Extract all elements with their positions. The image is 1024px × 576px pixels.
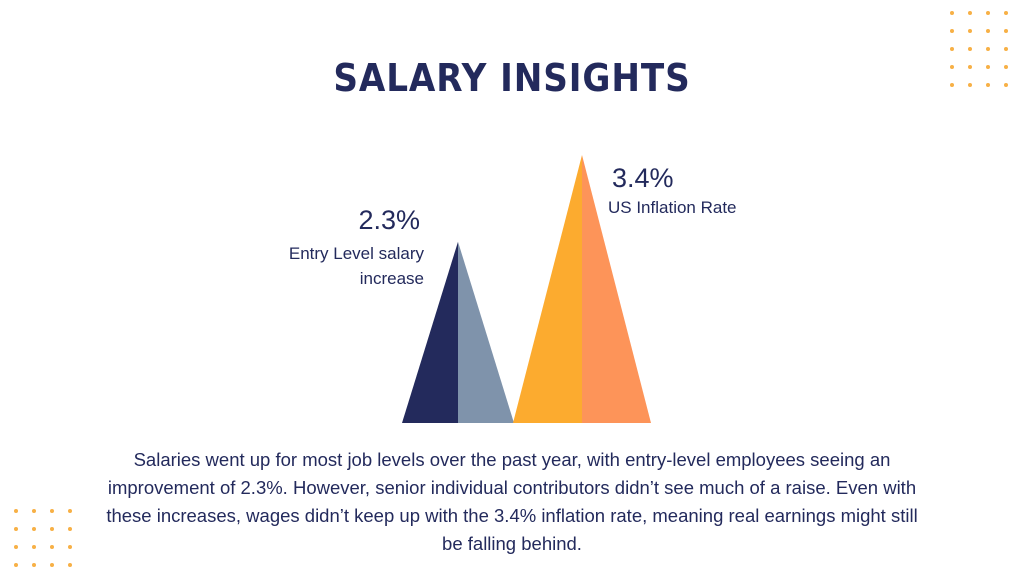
decorative-dot — [68, 563, 72, 567]
triangle-mark-right-half — [458, 241, 514, 423]
decorative-dot — [1004, 47, 1008, 51]
decorative-dot — [968, 29, 972, 33]
decorative-dot — [50, 563, 54, 567]
entry-level-category-label: Entry Level salary increase — [288, 244, 424, 288]
decorative-dot — [950, 65, 954, 69]
page-title: SALARY INSIGHTS — [333, 56, 691, 100]
triangle-mark-right-half — [582, 155, 651, 423]
decorative-dot — [1004, 65, 1008, 69]
decorative-dot — [950, 29, 954, 33]
decorative-dot — [986, 65, 990, 69]
decorative-dot — [50, 527, 54, 531]
decorative-dot — [32, 509, 36, 513]
decorative-dot — [986, 47, 990, 51]
decorative-dot — [950, 11, 954, 15]
decorative-dot — [950, 47, 954, 51]
decorative-dot — [986, 11, 990, 15]
decorative-dot — [14, 563, 18, 567]
decorative-dot — [1004, 83, 1008, 87]
decorative-dot — [968, 47, 972, 51]
triangle-mark-left-half — [513, 155, 582, 423]
decorative-dot — [1004, 11, 1008, 15]
decorative-dot — [14, 545, 18, 549]
decorative-dot — [950, 83, 954, 87]
decorative-dot — [32, 545, 36, 549]
inflation-value-label: 3.4% — [612, 163, 674, 193]
decorative-dot — [68, 545, 72, 549]
decorative-dot — [50, 509, 54, 513]
decorative-dot — [32, 527, 36, 531]
decorative-dot — [1004, 29, 1008, 33]
decorative-dot — [14, 509, 18, 513]
decorative-dot — [968, 65, 972, 69]
decorative-dot — [68, 509, 72, 513]
decorative-dot — [968, 11, 972, 15]
decorative-dot — [32, 563, 36, 567]
decorative-dot — [14, 527, 18, 531]
decorative-dot — [968, 83, 972, 87]
decorative-dot — [986, 29, 990, 33]
decorative-dot — [68, 527, 72, 531]
inflation-category-label: US Inflation Rate — [608, 198, 737, 217]
decorative-dot — [986, 83, 990, 87]
entry-level-value-label: 2.3% — [358, 205, 420, 235]
summary-paragraph: Salaries went up for most job levels ove… — [106, 449, 918, 554]
decorative-dot — [50, 545, 54, 549]
triangle-mark-left-half — [402, 241, 458, 423]
